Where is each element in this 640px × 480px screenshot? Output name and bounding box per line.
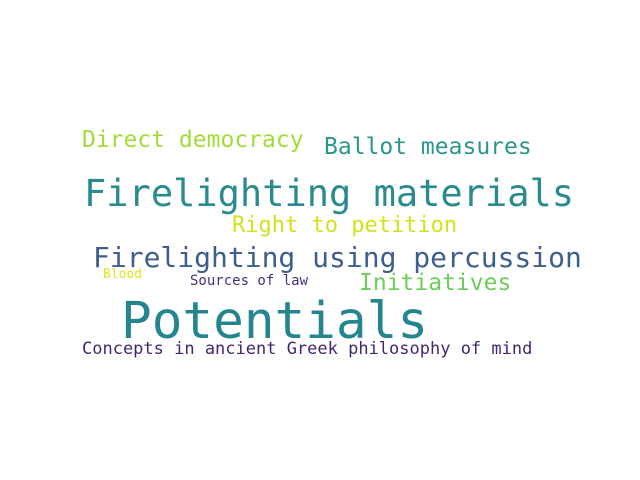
word-firelighting-materials: Firelighting materials [84,172,575,215]
word-potentials: Potentials [121,292,429,351]
word-blood: Blood [103,267,143,282]
word-concepts-in-ancient-greek-philosophy-of-mind: Concepts in ancient Greek philosophy of … [82,339,533,359]
word-direct-democracy: Direct democracy [82,127,304,153]
word-ballot-measures: Ballot measures [324,134,532,160]
word-right-to-petition: Right to petition [232,213,458,238]
word-initiatives: Initiatives [359,270,512,296]
word-sources-of-law: Sources of law [190,273,309,289]
word-firelighting-using-percussion: Firelighting using percussion [93,241,582,274]
